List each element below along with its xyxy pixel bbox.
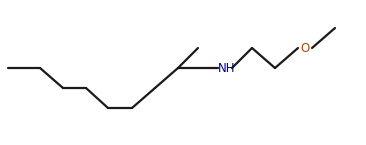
Text: NH: NH xyxy=(218,61,235,75)
Text: O: O xyxy=(300,41,309,55)
